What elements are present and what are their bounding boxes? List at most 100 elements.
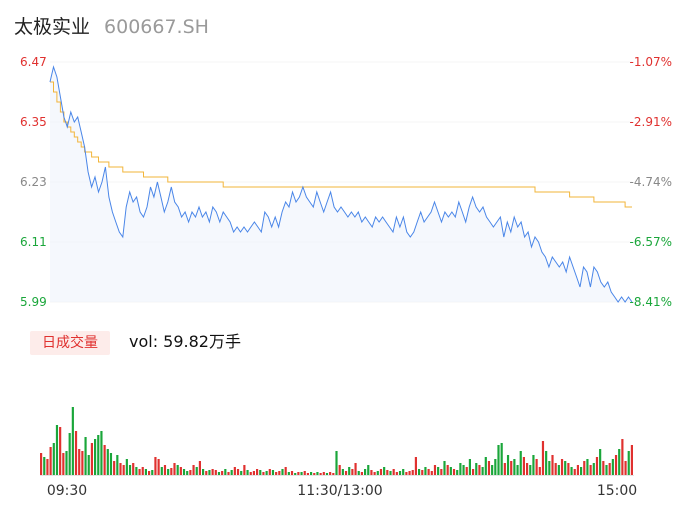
volume-bar bbox=[132, 463, 135, 475]
volume-bar bbox=[173, 463, 176, 475]
volume-bar bbox=[249, 472, 252, 475]
left-tick-label: 6.35 bbox=[20, 115, 47, 129]
volume-bar bbox=[100, 431, 103, 475]
volume-bar bbox=[103, 445, 106, 475]
volume-bar bbox=[418, 469, 421, 475]
average-price-line bbox=[50, 81, 632, 208]
volume-bar bbox=[281, 469, 284, 475]
volume-bar bbox=[430, 471, 433, 475]
volume-bar bbox=[163, 465, 167, 475]
volume-bar bbox=[500, 443, 503, 475]
volume-bar bbox=[475, 463, 478, 475]
volume-bar bbox=[227, 472, 230, 475]
volume-bar bbox=[128, 465, 132, 475]
volume-bar bbox=[338, 465, 341, 475]
volume-bar bbox=[443, 461, 446, 475]
volume-bar bbox=[208, 470, 211, 475]
volume-bar bbox=[294, 473, 297, 475]
volume-bar bbox=[405, 472, 408, 475]
volume-bar bbox=[386, 470, 389, 475]
volume-bar bbox=[494, 459, 497, 475]
volume-bar bbox=[97, 435, 100, 475]
volume-bar bbox=[90, 443, 93, 475]
volume-bar bbox=[52, 443, 55, 475]
volume-bar bbox=[535, 459, 538, 475]
volume-bar bbox=[341, 469, 344, 475]
volume-bar bbox=[513, 459, 516, 475]
volume-bar bbox=[437, 467, 440, 475]
volume-bar bbox=[379, 469, 383, 475]
right-tick-label: -1.07% bbox=[630, 55, 672, 69]
volume-bar bbox=[300, 472, 303, 475]
volume-bar bbox=[459, 463, 462, 475]
right-tick-label: -8.41% bbox=[630, 295, 672, 309]
volume-bar bbox=[322, 472, 325, 475]
volume-bar bbox=[94, 439, 97, 475]
volume-bar bbox=[148, 471, 151, 475]
volume-bar bbox=[630, 445, 633, 475]
volume-bar bbox=[122, 465, 125, 475]
volume-bar bbox=[233, 467, 236, 475]
volume-bar bbox=[284, 467, 287, 475]
volume-bar bbox=[46, 459, 49, 475]
left-tick-label: 6.11 bbox=[20, 235, 47, 249]
volume-bar bbox=[221, 471, 224, 475]
volume-bar bbox=[560, 459, 564, 475]
volume-bar bbox=[170, 468, 173, 475]
volume-bar bbox=[449, 467, 452, 475]
volume-bar bbox=[306, 473, 309, 475]
left-tick-label: 5.99 bbox=[20, 295, 47, 309]
volume-bar bbox=[40, 453, 43, 475]
volume-bar bbox=[624, 461, 627, 475]
volume-bar bbox=[456, 470, 459, 475]
volume-bar bbox=[214, 470, 217, 475]
volume-bar bbox=[106, 449, 109, 475]
left-axis-price-ticks: 6.47 6.35 6.23 6.11 5.99 bbox=[20, 55, 47, 309]
price-line bbox=[49, 65, 633, 303]
volume-bar bbox=[446, 465, 449, 475]
volume-bar bbox=[497, 445, 500, 475]
volume-bar bbox=[116, 455, 119, 475]
volume-bar bbox=[290, 471, 294, 475]
volume-bar bbox=[246, 470, 249, 475]
volume-bar bbox=[367, 465, 370, 475]
volume-bar bbox=[84, 437, 87, 475]
volume-bar bbox=[287, 472, 290, 475]
daily-volume-badge[interactable]: 日成交量 bbox=[30, 331, 110, 355]
volume-bar bbox=[519, 451, 522, 475]
right-tick-label: -2.91% bbox=[630, 115, 672, 129]
volume-bar bbox=[583, 461, 586, 475]
volume-bar bbox=[586, 459, 589, 475]
volume-bar bbox=[627, 451, 630, 475]
volume-bar bbox=[421, 470, 424, 475]
volume-bar bbox=[395, 472, 398, 475]
volume-bar bbox=[125, 459, 128, 475]
volume-bar bbox=[589, 465, 592, 475]
volume-bar bbox=[335, 451, 338, 475]
volume-bars bbox=[40, 407, 634, 476]
volume-bar bbox=[55, 425, 59, 475]
time-axis-ticks: 09:30 11:30/13:00 15:00 bbox=[47, 483, 637, 499]
volume-bar bbox=[424, 467, 427, 475]
volume-bar bbox=[433, 465, 437, 475]
volume-bar bbox=[599, 449, 602, 475]
volume-bar bbox=[522, 457, 525, 475]
volume-bar bbox=[557, 465, 560, 475]
volume-bar bbox=[611, 459, 614, 475]
volume-bar bbox=[217, 472, 221, 475]
volume-bar bbox=[452, 469, 456, 475]
volume-bar bbox=[351, 469, 354, 475]
volume-bar bbox=[360, 472, 363, 475]
volume-bar bbox=[580, 467, 583, 475]
volume-bar bbox=[316, 472, 319, 475]
volume-bar bbox=[259, 470, 262, 475]
volume-bar bbox=[348, 467, 351, 475]
volume-bar bbox=[325, 473, 329, 475]
volume-bar bbox=[87, 455, 90, 475]
volume-bar bbox=[256, 469, 259, 475]
volume-bar bbox=[364, 469, 367, 475]
volume-bar bbox=[224, 469, 227, 475]
volume-bar bbox=[154, 457, 157, 475]
right-tick-label: -6.57% bbox=[630, 235, 672, 249]
volume-bar bbox=[541, 441, 545, 475]
